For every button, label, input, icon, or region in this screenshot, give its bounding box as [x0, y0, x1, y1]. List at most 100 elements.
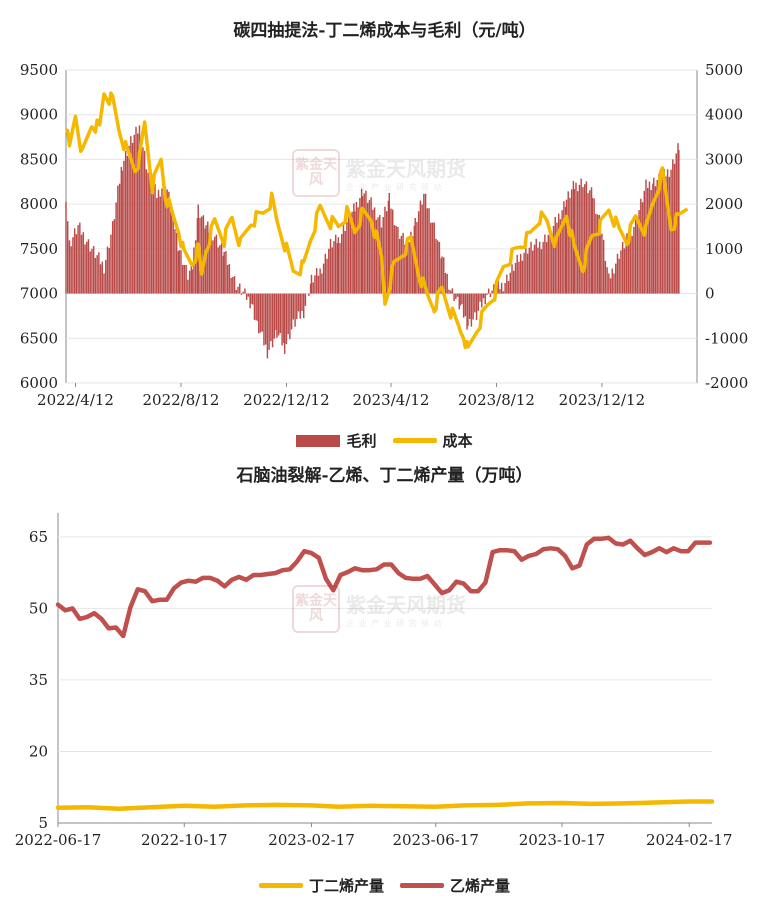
profit-bar: [79, 222, 81, 294]
profit-bar: [178, 250, 180, 294]
profit-bar: [361, 196, 364, 294]
profit-bar: [608, 273, 610, 294]
profit-bar: [431, 222, 434, 294]
x-tick-label: 2022/4/12: [37, 391, 114, 409]
profit-bar: [337, 237, 340, 294]
profit-bar: [518, 261, 520, 294]
profit-bar: [544, 234, 546, 294]
profit-bar: [458, 293, 461, 310]
profit-bar: [390, 208, 392, 294]
profit-bar: [474, 293, 476, 313]
profit-bar: [210, 229, 212, 294]
profit-bar: [443, 257, 445, 294]
profit-bar: [535, 238, 537, 294]
profit-bar: [631, 235, 633, 294]
legend-swatch-butadiene: [258, 883, 303, 888]
profit-bar: [175, 232, 178, 294]
profit-bar: [353, 203, 355, 294]
profit-bar: [162, 180, 165, 294]
profit-bar: [392, 209, 394, 294]
profit-bar: [315, 268, 318, 294]
profit-bar: [467, 293, 469, 327]
profit-bar: [410, 231, 412, 294]
profit-bar: [232, 277, 234, 294]
profit-bar: [521, 260, 524, 294]
profit-bar: [310, 274, 313, 294]
chart2-title: 石脑油裂解-乙烯、丁二烯产量（万吨）: [236, 466, 533, 486]
profit-bar: [599, 227, 601, 294]
profit-bar: [169, 208, 172, 294]
profit-bar: [545, 242, 548, 294]
profit-bar: [456, 293, 459, 297]
profit-bar: [213, 236, 216, 294]
profit-bar: [65, 201, 67, 294]
profit-bar: [220, 243, 223, 294]
watermark-tagline: 企 业 产 业 研 究 驱 动: [346, 183, 443, 192]
profit-bar: [615, 263, 617, 294]
profit-bar: [207, 221, 209, 294]
profit-bar: [70, 246, 72, 294]
y-tick-label: 5: [38, 814, 48, 832]
y-right-tick-label: -2000: [705, 374, 748, 392]
profit-bar: [245, 293, 248, 300]
profit-bar: [416, 222, 418, 294]
x-tick-label: 2022-06-17: [15, 831, 101, 849]
profit-bar: [193, 247, 195, 294]
chart2-legend: 丁二烯产量 乙烯产量: [0, 875, 769, 896]
profit-bar: [398, 238, 401, 294]
chart1-title: 碳四抽提法-丁二烯成本与毛利（元/吨）: [233, 21, 536, 41]
profit-bar: [137, 133, 139, 294]
profit-bar: [601, 233, 603, 294]
profit-bar: [477, 293, 480, 311]
profit-bar: [319, 268, 321, 294]
profit-bar: [593, 198, 595, 294]
profit-bar: [123, 160, 125, 294]
profit-bar: [255, 293, 257, 321]
profit-bar: [190, 261, 193, 294]
profit-bar: [277, 293, 280, 336]
profit-bar: [145, 169, 148, 294]
y-right-tick-label: 3000: [705, 150, 743, 168]
profit-bar: [67, 221, 69, 294]
y-right-tick-label: 2000: [705, 195, 743, 213]
profit-bar: [504, 282, 506, 294]
profit-bar: [569, 197, 571, 294]
profit-bar: [489, 293, 492, 297]
profit-bar: [279, 293, 282, 334]
profit-bar: [270, 293, 272, 342]
profit-bar: [377, 217, 379, 294]
profit-bar: [609, 278, 612, 294]
profit-bar: [302, 293, 305, 319]
profit-bar: [554, 216, 556, 294]
profit-bar: [449, 290, 452, 294]
profit-bar: [347, 213, 350, 294]
profit-bar: [468, 293, 471, 320]
profit-bar: [557, 213, 560, 294]
profit-bar: [625, 240, 627, 294]
profit-bar: [147, 172, 149, 294]
profit-bar: [181, 264, 184, 294]
profit-bar: [448, 289, 450, 294]
profit-bar: [384, 206, 386, 294]
profit-bar: [451, 288, 454, 294]
profit-bar: [511, 264, 513, 294]
profit-bar: [275, 293, 277, 331]
profit-bar: [604, 260, 607, 294]
profit-bar: [591, 197, 594, 294]
profit-bar: [565, 199, 568, 294]
profit-bar: [359, 198, 361, 294]
profit-bar: [578, 184, 581, 294]
profit-bar: [308, 293, 310, 296]
profit-bar: [453, 293, 455, 301]
profit-bar: [336, 243, 339, 294]
profit-bar: [121, 170, 123, 294]
profit-bar: [481, 293, 483, 308]
legend-label-ethylene: 乙烯产量: [450, 877, 511, 895]
profit-bar: [387, 200, 390, 294]
profit-bar: [99, 264, 102, 294]
profit-bar: [523, 252, 525, 294]
profit-bar: [152, 184, 155, 294]
profit-bar: [174, 229, 176, 294]
profit-bar: [237, 286, 239, 294]
profit-bar: [563, 201, 565, 294]
